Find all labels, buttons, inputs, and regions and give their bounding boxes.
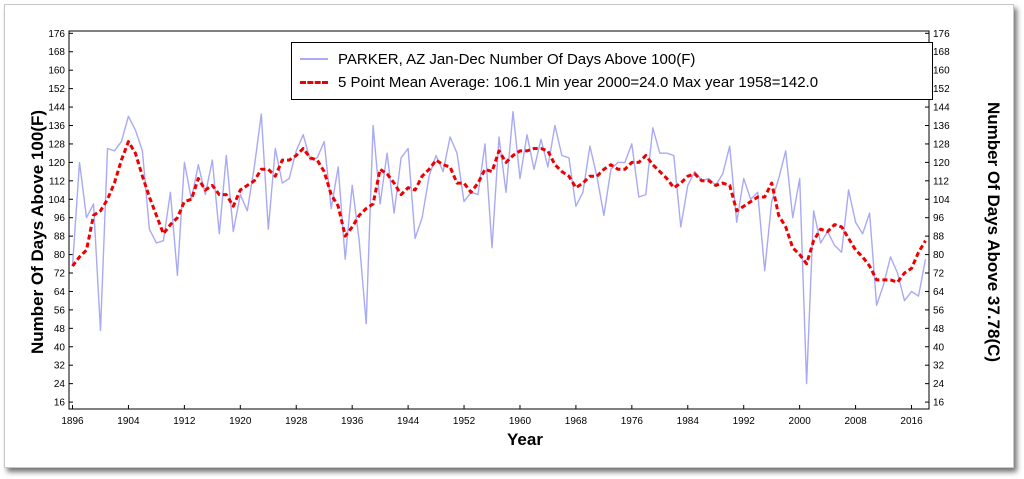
y-tick-label-right: 16 <box>933 398 945 409</box>
x-tick-label: 1928 <box>285 416 308 427</box>
y-tick-label-left: 144 <box>48 103 65 114</box>
x-tick-label: 1944 <box>397 416 420 427</box>
y-tick-label-right: 40 <box>933 342 945 353</box>
y-axis-label-right: Number Of Days Above 37.78(C) <box>984 101 1003 363</box>
legend-item-mean: 5 Point Mean Average: 106.1 Min year 200… <box>300 71 818 93</box>
x-tick-label: 1984 <box>677 416 700 427</box>
x-tick-label: 1904 <box>117 416 140 427</box>
y-tick-label-left: 128 <box>48 139 65 150</box>
series-line-raw <box>71 110 927 385</box>
series-line-5pt-mean <box>71 140 927 284</box>
y-tick-label-right: 176 <box>933 29 950 40</box>
y-tick-label-left: 88 <box>54 232 66 243</box>
y-tick-label-right: 96 <box>933 213 945 224</box>
y-tick-label-left: 160 <box>48 66 65 77</box>
y-tick-label-right: 152 <box>933 84 950 95</box>
y-tick-label-right: 112 <box>933 176 949 187</box>
x-tick-label: 1912 <box>173 416 196 427</box>
legend-swatch-mean <box>300 80 328 84</box>
y-tick-label-right: 56 <box>933 305 945 316</box>
y-tick-label-right: 64 <box>933 287 945 298</box>
y-tick-label-right: 24 <box>933 379 945 390</box>
x-tick-label: 2016 <box>900 416 923 427</box>
y-tick-label-left: 152 <box>48 84 65 95</box>
x-tick-label: 1936 <box>341 416 364 427</box>
y-tick-label-right: 120 <box>933 158 950 169</box>
x-tick-label: 2000 <box>789 416 812 427</box>
legend-label-raw: PARKER, AZ Jan-Dec Number Of Days Above … <box>338 50 696 68</box>
y-tick-label-right: 48 <box>933 324 945 335</box>
y-tick-label-right: 80 <box>933 250 945 261</box>
series-layer <box>71 110 927 385</box>
x-tick-label: 1920 <box>229 416 252 427</box>
chart-frame: 16 16 24 24 32 32 40 40 48 48 56 56 64 64 72 72 80 80 88 88… <box>4 4 1014 468</box>
y-tick-label-left: 104 <box>48 195 65 206</box>
y-tick-label-right: 88 <box>933 232 945 243</box>
y-tick-label-right: 160 <box>933 66 950 77</box>
y-tick-label-left: 72 <box>54 269 66 280</box>
x-tick-label: 1968 <box>565 416 588 427</box>
y-tick-label-right: 72 <box>933 269 945 280</box>
legend-swatch-raw <box>300 58 328 60</box>
y-tick-label-left: 64 <box>54 287 66 298</box>
y-tick-label-left: 32 <box>54 361 66 372</box>
y-tick-label-left: 112 <box>49 176 65 187</box>
y-tick-label-left: 96 <box>54 213 66 224</box>
y-axis-label-left: Number Of Days Above 100(F) <box>28 109 47 355</box>
y-tick-label-right: 32 <box>933 361 945 372</box>
y-tick-label-left: 176 <box>48 29 65 40</box>
y-tick-label-left: 136 <box>48 121 65 132</box>
y-tick-label-left: 120 <box>48 158 65 169</box>
y-tick-label-right: 136 <box>933 121 950 132</box>
x-tick-label: 1960 <box>509 416 532 427</box>
y-tick-label-left: 168 <box>48 47 65 58</box>
x-tick-label: 2008 <box>844 416 867 427</box>
y-tick-label-right: 168 <box>933 47 950 58</box>
x-axis-label: Year <box>507 430 543 449</box>
y-tick-label-left: 80 <box>54 250 66 261</box>
legend: PARKER, AZ Jan-Dec Number Of Days Above … <box>291 42 933 100</box>
y-tick-label-left: 56 <box>54 305 66 316</box>
x-tick-label: 1992 <box>733 416 756 427</box>
x-tick-label: 1896 <box>61 416 84 427</box>
y-tick-label-right: 104 <box>933 195 950 206</box>
y-tick-label-left: 40 <box>54 342 66 353</box>
y-tick-label-left: 16 <box>54 398 66 409</box>
y-tick-label-left: 48 <box>54 324 66 335</box>
y-tick-label-left: 24 <box>54 379 66 390</box>
legend-item-raw: PARKER, AZ Jan-Dec Number Of Days Above … <box>300 48 695 70</box>
y-tick-label-right: 144 <box>933 103 950 114</box>
x-tick-label: 1976 <box>621 416 644 427</box>
x-tick-label: 1952 <box>453 416 476 427</box>
legend-label-mean: 5 Point Mean Average: 106.1 Min year 200… <box>338 73 819 91</box>
y-tick-label-right: 128 <box>933 139 950 150</box>
